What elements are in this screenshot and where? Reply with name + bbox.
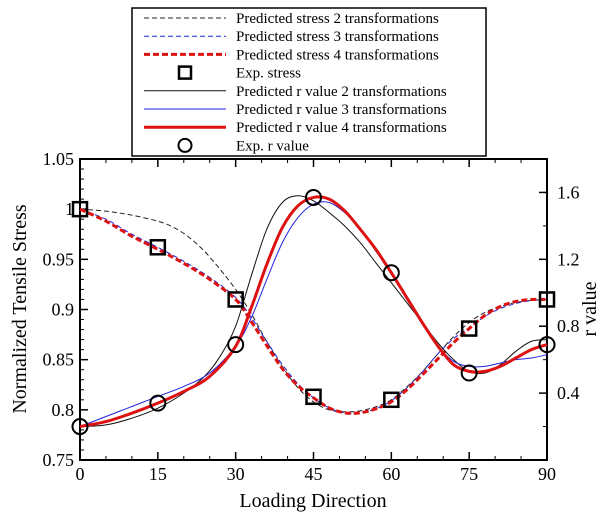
exp-stress-marker [383,391,400,409]
x-tick-label: 60 [382,464,400,484]
exp-stress-marker [71,200,89,218]
legend-label: Exp. stress [236,66,301,82]
y2-tick-label: 1.2 [557,249,580,269]
y2-tick-label: 0.4 [557,383,580,403]
experimental-markers [71,188,556,436]
y2-tick-label: 0.8 [557,316,580,336]
series-line-predicted-r-value-3-transformations [79,201,548,428]
exp-stress-marker [227,291,244,308]
x-tick-label: 30 [227,464,245,484]
legend-label: Predicted stress 3 transformations [236,29,439,45]
x-tick-label: 90 [538,464,556,484]
legend-swatch-exp-stress [177,65,193,80]
legend-swatch-exp-r-value [177,137,193,153]
y-tick-label: 1 [65,199,74,219]
legend-label: Predicted stress 2 transformations [236,11,439,27]
y-tick-label: 0.75 [43,450,75,470]
x-tick-label: 45 [305,464,323,484]
exp-r-value-marker [460,364,478,382]
exp-stress-marker [149,239,167,256]
y-tick-label: 0.9 [52,300,75,320]
y-axis-label: Normalized Tensile Stress [9,204,31,414]
x-tick-label: 15 [149,464,167,484]
y-tick-label: 0.95 [43,249,75,269]
x-axis-label: Loading Direction [239,490,386,512]
legend-label: Predicted r value 3 transformations [236,102,447,118]
legend-label: Exp. r value [236,138,309,154]
tick-labels: 0 15 30 45 60 75 90 0.75 0.8 0.85 0.9 0.95 1 1.05 0.4 0… [43,149,580,484]
series-line-predicted-stress-2-transformations [79,208,548,413]
y-tick-label: 0.8 [52,400,75,420]
exp-r-value-marker [382,264,400,282]
y-tick-label: 0.85 [43,350,75,370]
exp-r-value-marker [227,336,245,354]
exp-r-value-marker [71,418,89,436]
exp-r-value-marker [538,336,556,354]
x-tick-label: 75 [460,464,478,484]
series-line-predicted-r-value-2-transformations [79,195,548,428]
exp-stress-marker [305,388,322,406]
legend-label: Predicted stress 4 transformations [236,47,439,63]
exp-r-value-marker [305,188,322,206]
legend: Predicted stress 2 transformations Predic… [131,7,487,157]
series-line-predicted-stress-3-transformations [79,208,548,414]
legend-box [131,7,487,157]
plot-frame [79,158,548,461]
x-tick-label: 0 [76,464,85,484]
y2-axis-label: r value [579,281,601,336]
exp-stress-marker [538,291,556,308]
series-layer [79,195,548,429]
exp-r-value-marker [149,394,167,412]
legend-label: Predicted r value 4 transformations [236,120,447,136]
exp-stress-marker [460,320,478,337]
legend-label: Predicted r value 2 transformations [236,84,447,100]
y-tick-label: 1.05 [43,149,75,169]
series-line-predicted-r-value-4-transformations [79,195,548,429]
y2-tick-label: 1.6 [557,182,580,202]
